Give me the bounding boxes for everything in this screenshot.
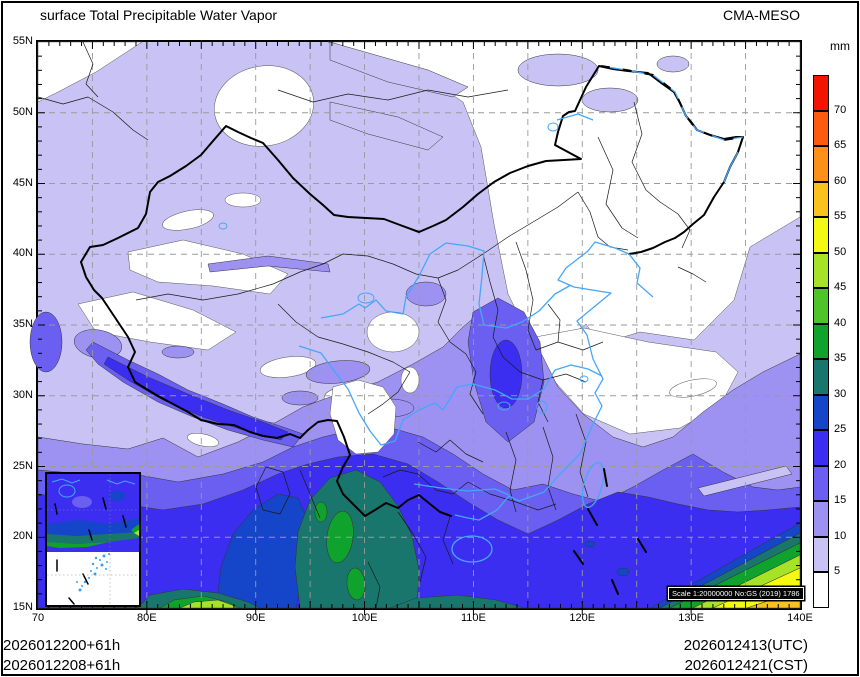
colorbar-label: 55 [834,210,847,223]
colorbar-label: 45 [834,281,847,294]
rivers [298,65,744,496]
colorbar-segment [813,323,829,360]
qinghai-lake [357,292,375,304]
colorbar-label: 20 [834,458,847,471]
colorbar-segment [813,288,829,324]
lat-label: 25N [12,459,33,472]
amur-border-dashes [600,65,744,142]
graticule [38,42,800,608]
map-canvas [29,41,801,615]
taihu-lake [579,375,589,383]
colorbar-label: 5 [834,565,841,578]
lat-label: 35N [12,318,33,330]
valid-time-cst: 2026012421(CST) [684,657,808,674]
dongting-lake [497,401,511,411]
colorbar-segment [813,430,829,466]
colorbar-unit: mm [830,39,850,53]
lat-label: 45N [12,176,33,189]
axis-ticks [38,42,800,615]
valid-time-utc: 2026012413(UTC) [683,637,808,654]
colorbar-segment [813,181,829,218]
inset-island-dots [76,553,110,592]
inset-dash-line [54,497,127,605]
colorbar-label: 25 [834,423,847,436]
colorbar-label: 50 [834,245,847,258]
colorbar-label: 65 [834,139,847,152]
inset-canvas [47,474,139,605]
lon-label: 70 [31,612,45,624]
colorbar-label: 30 [834,387,847,400]
colorbar-segment [813,572,829,608]
colorbar-label: 40 [834,316,847,329]
lat-label: 55N [12,35,33,47]
map-title: surface Total Precipitable Water Vapor [40,7,278,23]
colorbar-label: 10 [834,529,847,542]
lon-label: 130E [678,612,704,624]
run-time-cst: 2026012208+61h [3,657,121,674]
colorbar-segment [813,501,829,537]
colorbar-segment [813,110,829,147]
model-name: CMA-MESO [723,7,800,23]
national-border [80,65,744,517]
lat-label: 20N [12,530,33,543]
colorbar-segment [813,465,829,502]
inset-coast-lakes [51,478,136,498]
province-borders [37,41,707,609]
pearl-river [413,483,510,496]
colorbar-label: 35 [834,352,847,365]
poyang-lake [536,400,548,414]
lon-label: 80E [137,612,157,624]
lakes [218,122,589,414]
colorbar-segment [813,146,829,182]
lat-label: 30N [12,388,33,401]
colorbar-segment [813,217,829,253]
lat-label: 15N [12,601,33,613]
lon-label: 110E [460,612,486,624]
hulun-lake [547,122,559,132]
coastline [451,241,654,563]
lat-label: 40N [12,247,33,260]
run-time-utc: 2026012200+61h [3,637,121,654]
colorbar [813,75,829,609]
inset-map: Scale 1:40000000 [45,472,141,607]
colorbar-label: 15 [834,494,847,507]
colorbar-segment [813,75,829,111]
colorbar-segment [813,252,829,289]
field-dry-overlays [329,366,717,455]
lon-label: 140E [787,612,813,624]
colorbar-segment [813,394,829,431]
colorbar-segment [813,359,829,395]
lon-label: 120E [569,612,596,624]
bosten-lake [218,222,228,230]
lon-label: 100E [351,612,378,624]
scale-box-main: Scale 1:20000000 No:GS (2019) 1786 [668,587,804,600]
colorbar-label: 70 [834,103,847,116]
yellow-river [320,242,572,329]
colorbar-segment [813,536,829,573]
lat-label: 50N [12,105,33,118]
map-plot: Scale 1:40000000 Scale 1:20000000 No:GS … [29,40,804,615]
colorbar-label: 60 [834,174,847,187]
inset-graticule [47,474,139,605]
lon-label: 90E [245,612,266,624]
yangtze-river [298,345,603,446]
taiwan-island [581,462,605,508]
nine-dash-line [573,468,647,595]
hainan-island [451,535,493,563]
